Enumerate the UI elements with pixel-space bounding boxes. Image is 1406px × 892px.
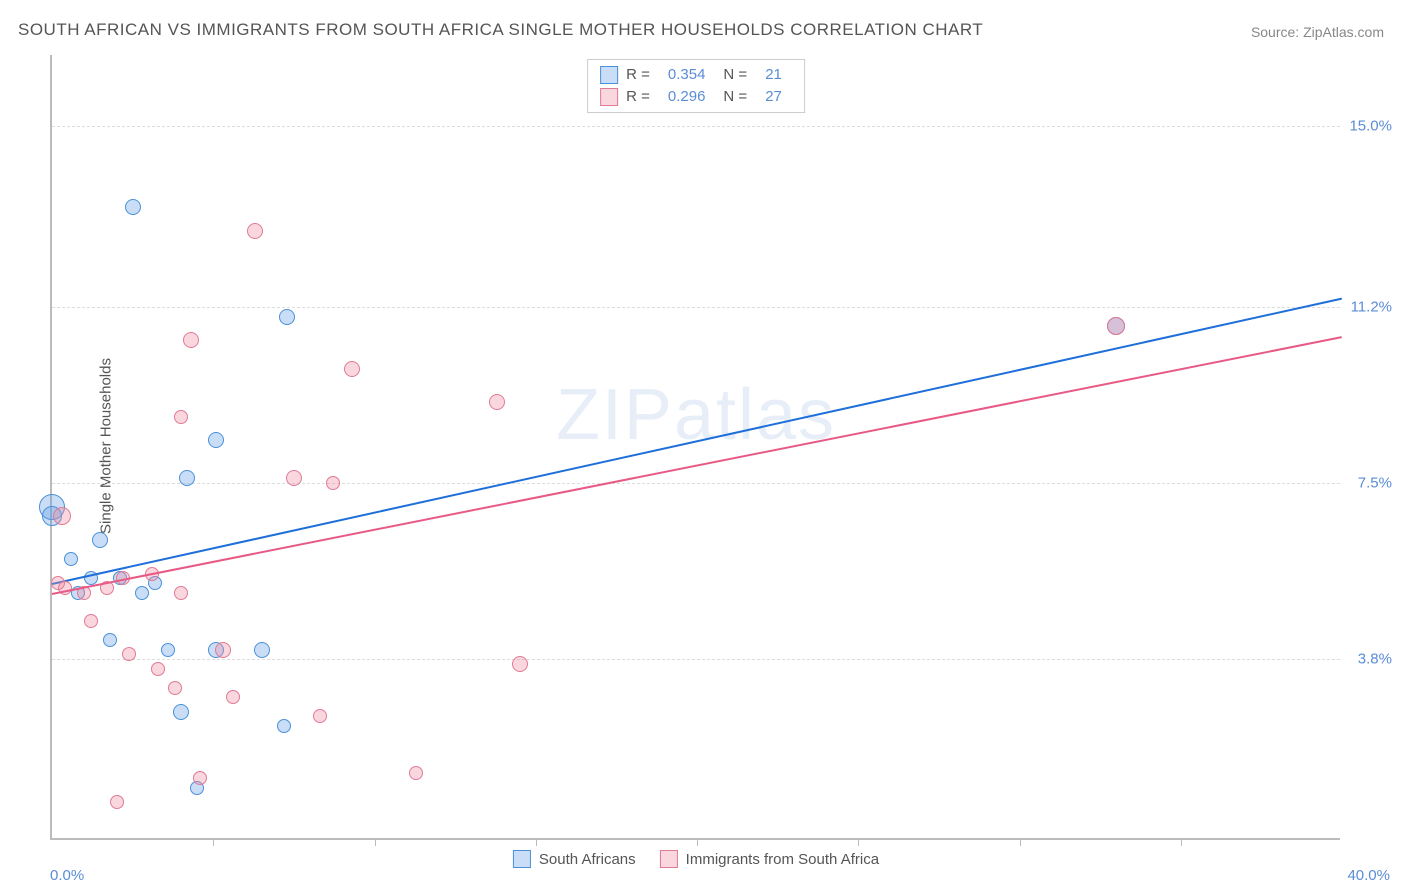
scatter-point [168, 681, 182, 695]
legend-swatch [600, 88, 618, 106]
scatter-point [215, 642, 231, 658]
stat-n-value: 27 [755, 86, 792, 108]
stat-r-label: R = [626, 86, 650, 108]
x-tick [536, 838, 537, 846]
scatter-point [1107, 317, 1125, 335]
scatter-point [53, 507, 71, 525]
scatter-point [174, 586, 188, 600]
scatter-point [254, 642, 270, 658]
stat-r-label: R = [626, 64, 650, 86]
stat-n-label: N = [723, 86, 747, 108]
x-axis-min-label: 0.0% [50, 867, 84, 884]
scatter-point [512, 656, 528, 672]
scatter-point [135, 586, 149, 600]
y-tick-label: 11.2% [1351, 299, 1392, 316]
correlation-legend: R = 0.354 N = 21 R = 0.296 N = 27 [587, 59, 805, 113]
scatter-point [179, 470, 195, 486]
scatter-point [489, 394, 505, 410]
chart-plot-area: R =0.354N =21R =0.296N =27 ZIPatlas Sout… [50, 55, 1340, 840]
legend-item: Immigrants from South Africa [660, 850, 879, 868]
watermark: ZIPatlas [556, 374, 836, 456]
scatter-point [247, 223, 263, 239]
y-tick-label: 15.0% [1349, 118, 1392, 135]
gridline [52, 126, 1340, 127]
scatter-point [174, 410, 188, 424]
legend-swatch [600, 66, 618, 84]
scatter-point [122, 647, 136, 661]
scatter-point [183, 332, 199, 348]
x-tick [1181, 838, 1182, 846]
stat-n-value: 21 [755, 64, 792, 86]
scatter-point [64, 552, 78, 566]
scatter-point [344, 361, 360, 377]
x-tick [213, 838, 214, 846]
scatter-point [110, 795, 124, 809]
legend-item: South Africans [513, 850, 636, 868]
gridline [52, 483, 1340, 484]
x-tick [697, 838, 698, 846]
scatter-point [103, 633, 117, 647]
scatter-point [286, 470, 302, 486]
legend-swatch [660, 850, 678, 868]
scatter-point [151, 662, 165, 676]
stat-n-label: N = [723, 64, 747, 86]
trend-line [52, 298, 1342, 585]
series-legend: South Africans Immigrants from South Afri… [513, 850, 879, 868]
legend-label: Immigrants from South Africa [686, 851, 879, 868]
y-tick-label: 7.5% [1358, 475, 1392, 492]
scatter-point [409, 766, 423, 780]
legend-swatch [513, 850, 531, 868]
stat-r-value: 0.354 [658, 64, 716, 86]
scatter-point [279, 309, 295, 325]
scatter-point [161, 643, 175, 657]
x-tick [375, 838, 376, 846]
scatter-point [226, 690, 240, 704]
scatter-point [173, 704, 189, 720]
y-tick-label: 3.8% [1358, 651, 1392, 668]
chart-title: SOUTH AFRICAN VS IMMIGRANTS FROM SOUTH A… [18, 20, 983, 40]
x-tick [1020, 838, 1021, 846]
trend-line [52, 336, 1342, 595]
scatter-point [313, 709, 327, 723]
scatter-point [277, 719, 291, 733]
scatter-point [92, 532, 108, 548]
legend-label: South Africans [539, 851, 636, 868]
source-label: Source: ZipAtlas.com [1251, 24, 1384, 40]
x-axis-max-label: 40.0% [1347, 867, 1390, 884]
scatter-point [84, 614, 98, 628]
scatter-point [326, 476, 340, 490]
legend-stat-row: R = 0.296 N = 27 [600, 86, 792, 108]
gridline [52, 307, 1340, 308]
scatter-point [51, 576, 65, 590]
x-tick [858, 838, 859, 846]
legend-stat-row: R = 0.354 N = 21 [600, 64, 792, 86]
scatter-point [125, 199, 141, 215]
gridline [52, 659, 1340, 660]
stat-r-value: 0.296 [658, 86, 716, 108]
scatter-point [208, 432, 224, 448]
scatter-point [193, 771, 207, 785]
